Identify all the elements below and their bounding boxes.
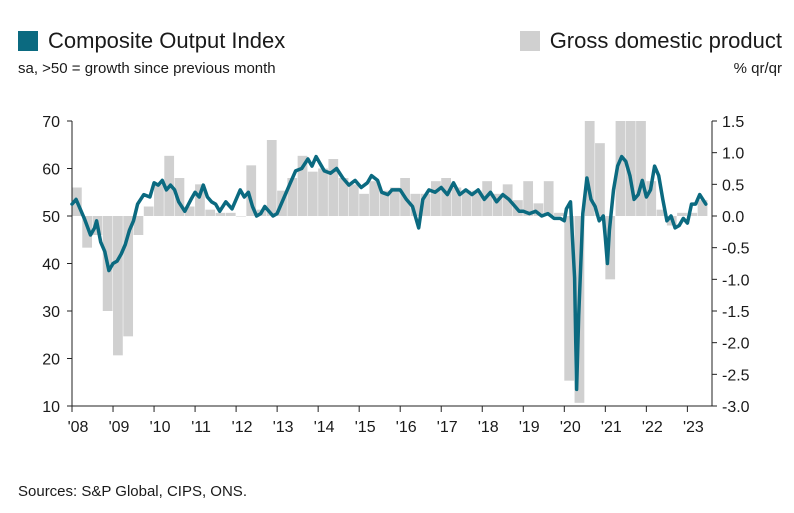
right-tick-label: -0.5 [722,241,750,258]
legend-pmi: Composite Output Index [18,28,285,54]
right-tick-label: 0.5 [722,177,744,194]
chart-axes: 10 20 30 40 50 60 70 1.5 1.0 0.5 0.0 -0.5 -1.0 -1.5 -2… [42,114,749,436]
right-tick-label: -1.0 [722,272,750,289]
left-tick-label: 20 [42,352,60,369]
legend-left: Composite Output Index sa, >50 = growth … [18,28,285,77]
right-tick-label: 1.0 [722,146,744,163]
right-axis-note: % qr/qr [733,60,782,77]
gdp-bar [430,181,441,216]
pmi-line-group [70,154,708,392]
x-tick-label: '19 [519,419,540,436]
gdp-bar [174,178,185,216]
gdp-bar [195,184,205,216]
left-tick-label: 50 [42,209,60,226]
gdp-bar [307,171,318,216]
legend-pmi-label: Composite Output Index [48,28,286,53]
gdp-bar [492,193,503,216]
right-tick-label: -3.0 [722,399,750,416]
gdp-bar [605,216,616,280]
gdp-bar [441,178,451,216]
left-tick-label: 70 [42,114,60,131]
gdp-bar [656,209,667,216]
right-tick-label: 1.5 [722,114,744,131]
gdp-bar [554,212,564,216]
gdp-bar [328,159,339,216]
gdp-bar [154,184,164,216]
x-tick-label: '16 [396,419,417,436]
pmi-line [70,154,708,392]
right-tick-label: -2.0 [722,336,750,353]
gdp-bar [123,216,134,337]
gdp-bar [564,216,575,381]
gdp-bar [143,206,154,216]
gdp-bar [595,143,605,216]
gdp-bar [184,206,195,216]
gdp-bar [533,203,544,216]
x-tick-label: '22 [642,419,663,436]
gdp-bar [625,121,636,216]
gdp-bar [113,216,123,356]
x-tick-label: '23 [683,419,704,436]
legend-pmi-swatch [18,31,38,51]
x-tick-label: '17 [437,419,458,436]
gdp-bar [451,187,462,216]
gdp-bar [246,165,257,216]
gdp-bars [72,121,708,403]
left-tick-label: 30 [42,304,60,321]
gdp-bar [615,121,626,216]
left-tick-label: 10 [42,399,60,416]
legend-right: Gross domestic product % qr/qr [519,28,782,77]
x-tick-label: '08 [68,419,89,436]
gdp-bar [646,181,657,216]
gdp-bar [236,216,246,217]
gdp-bar [297,155,308,216]
right-tick-label: -1.5 [722,304,750,321]
legend-gdp-swatch [519,31,540,51]
x-tick-label: '15 [355,419,376,436]
gdp-bar [677,212,687,216]
gdp-bar [133,216,144,235]
x-tick-label: '18 [478,419,499,436]
x-tick-label: '12 [232,419,253,436]
gdp-bar [348,184,359,216]
right-tick-label: -2.5 [722,367,750,384]
gdp-bar [225,212,236,216]
gdp-bar [215,212,226,216]
gdp-bar [461,190,472,216]
gdp-bar [287,178,298,216]
left-tick-label: 60 [42,162,60,179]
right-tick-label: 0.0 [722,209,744,226]
x-tick-label: '11 [191,419,211,436]
gdp-bar [584,121,595,216]
x-tick-label: '14 [314,419,335,436]
gdp-bar [205,209,216,216]
gdp-bar [687,212,698,216]
gdp-bar [82,216,93,248]
legend-gdp-label: Gross domestic product [549,28,782,53]
gdp-bar [359,193,369,216]
x-tick-label: '21 [601,419,622,436]
gdp-bar [543,181,554,216]
gdp-bar [420,193,431,216]
gdp-bar [338,178,349,216]
left-tick-label: 40 [42,257,60,274]
gdp-bar [369,181,380,216]
legend-gdp: Gross domestic product [519,28,782,54]
source-note: Sources: S&P Global, CIPS, ONS. [18,483,247,500]
gdp-bar [636,121,646,216]
gdp-bar [472,190,482,216]
gdp-bar [389,187,400,216]
gdp-bar [410,193,421,216]
left-axis-note: sa, >50 = growth since previous month [18,60,276,77]
x-tick-label: '09 [109,419,130,436]
gdp-bar [697,200,708,216]
x-tick-label: '13 [273,419,294,436]
gdp-bar [266,140,277,216]
gdp-bar [523,181,534,216]
x-tick-label: '20 [560,419,581,436]
gdp-bar [318,168,328,216]
gdp-bar [379,190,390,216]
x-tick-label: '10 [150,419,171,436]
